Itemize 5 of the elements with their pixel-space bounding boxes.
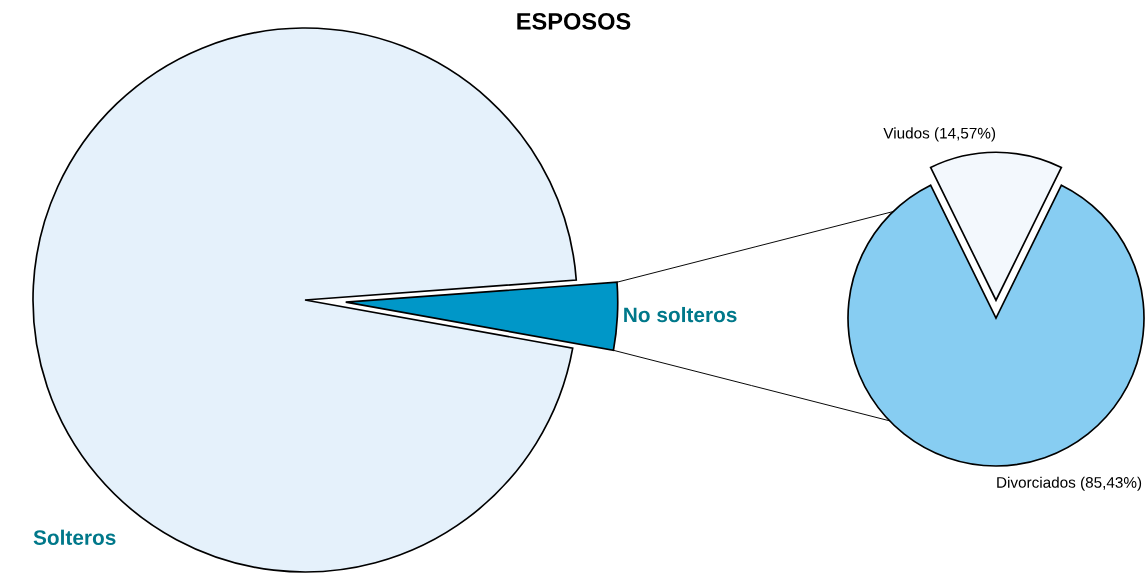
slice-label: No solteros [624, 306, 737, 323]
slice-label: Viudos (14,57%) [883, 127, 996, 142]
slice-label: Solteros [33, 529, 116, 545]
chart-title: ESPOSOS [517, 12, 631, 30]
slice-label: Divorciados (85,43%) [997, 476, 1142, 491]
